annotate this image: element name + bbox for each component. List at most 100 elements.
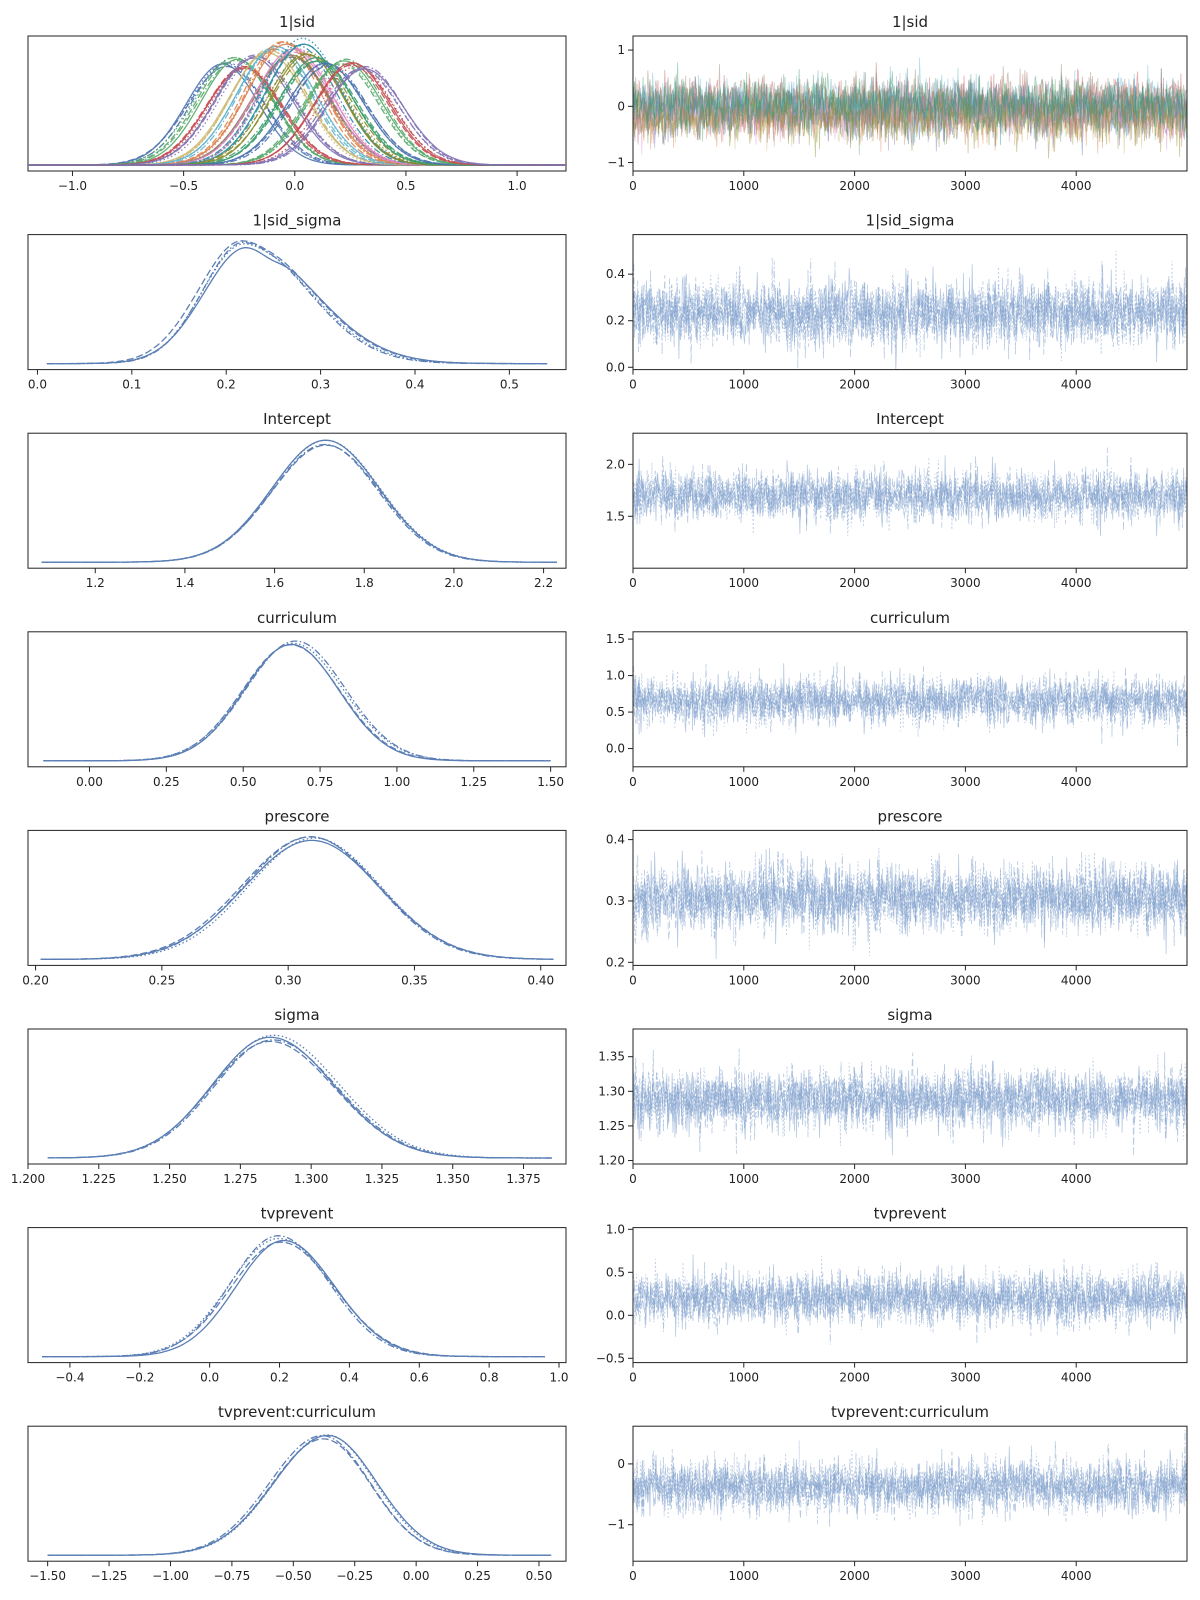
kde-chain-line [28,65,566,166]
trace-chain-line [633,665,1187,747]
y-tick-label: 0.0 [606,1308,625,1322]
y-tick-label: 0.5 [606,1265,625,1279]
x-tick-label: 3000 [950,1172,981,1186]
trace-chain-line [633,662,1187,734]
trace-chain-line [633,1429,1187,1524]
x-tick-label: 2.2 [534,576,553,590]
y-tick-label: 2.0 [606,457,625,471]
trace-chain-line [633,80,1187,152]
x-tick-label: 0 [629,378,637,392]
kde-chain-line [46,240,548,365]
trace-chain-line [633,63,1187,144]
x-tick-label: 0.5 [396,179,415,193]
trace-lines [633,250,1187,370]
x-tick-label: −1.0 [58,179,87,193]
kde-title: prescore [265,807,330,825]
kde-frame [27,1028,567,1165]
kde-title: sigma [274,1006,319,1024]
trace-frame [632,1028,1188,1165]
trace-chain-line [633,80,1187,154]
x-tick-label: 0.30 [275,973,302,987]
y-tick-label: 1.0 [606,1222,625,1236]
x-tick-label: 3000 [950,973,981,987]
kde-chain-line [28,63,566,166]
x-tick-label: 1.325 [365,1172,399,1186]
kde-chain-line [28,62,566,166]
kde-chain-line [28,63,566,166]
trace-title: curriculum [870,609,950,627]
kde-chain-line [46,243,548,365]
trace-panel-1-sid_sigma: 1|sid_sigma 0 1000 2000 3000 4000 0.0 0.2 0.4 [606,212,1188,392]
kde-chain-line [43,643,551,762]
trace-chain-line [633,1441,1187,1527]
kde-chain-line [47,1040,552,1159]
y-tick-label: 0 [617,1457,625,1471]
x-tick-label: 0 [629,179,637,193]
x-tick-label: 0.25 [149,973,176,987]
x-tick-label: 4000 [1061,378,1092,392]
kde-title: 1|sid [279,13,315,31]
trace-chain-line [633,85,1187,159]
trace-chain-line [633,457,1187,536]
x-tick-label: 1000 [729,775,760,789]
kde-chain-line [28,63,566,166]
kde-title: tvprevent:curriculum [218,1403,376,1421]
trace-chain-line [633,257,1187,360]
x-tick-label: −0.25 [336,1569,373,1583]
kde-frame [27,35,567,172]
x-tick-label: −1.00 [152,1569,189,1583]
kde-chain-line [46,241,548,365]
kde-chain-line [46,247,548,365]
kde-chain-line [28,57,566,166]
trace-frame [632,1425,1188,1562]
y-tick-label: 1.20 [598,1154,625,1168]
x-tick-label: 1.200 [11,1172,45,1186]
y-tick-label: 0.2 [606,314,625,328]
trace-chain-line [633,72,1187,155]
trace-frame [632,432,1188,569]
x-tick-label: 1.375 [506,1172,540,1186]
trace-chain-line [633,849,1187,959]
x-tick-label: 1.00 [384,775,411,789]
kde-chain-line [41,444,557,563]
x-tick-label: 0.25 [464,1569,491,1583]
x-tick-label: 0.35 [401,973,428,987]
kde-frame [27,432,567,569]
kde-chain-line [43,642,551,762]
trace-chain-line [633,1262,1187,1345]
x-tick-label: 4000 [1061,973,1092,987]
x-tick-label: 0.00 [403,1569,430,1583]
trace-title: prescore [878,807,943,825]
y-tick-label: 0.0 [606,360,625,374]
kde-chain-line [28,67,566,166]
kde-chain-line [28,68,566,166]
trace-title: 1|sid [892,13,928,31]
kde-chain-line [28,56,566,166]
x-tick-label: 0.75 [307,775,334,789]
kde-chain-line [43,644,551,762]
x-tick-label: −1.50 [29,1569,66,1583]
y-tick-label: 0.5 [606,705,625,719]
kde-chain-line [43,640,551,762]
y-tick-label: 1.35 [598,1050,625,1064]
kde-chain-line [28,54,566,166]
y-tick-label: 1.5 [606,632,625,646]
trace-chain-line [633,250,1187,362]
x-tick-label: 0.0 [200,1371,219,1385]
y-tick-label: 1.25 [598,1119,625,1133]
x-tick-label: 4000 [1061,1569,1092,1583]
trace-title: tvprevent [874,1205,947,1223]
kde-chain-line [28,51,566,166]
trace-frame [632,234,1188,371]
trace-chain-line [633,1258,1187,1344]
trace-panel-curriculum: curriculum 0 1000 2000 3000 4000 0.0 0.5 1.0 1.5 [606,609,1188,789]
x-tick-label: −0.5 [169,179,198,193]
kde-chain-line [47,1039,552,1159]
y-tick-label: 0.4 [606,267,625,281]
trace-chain-line [633,68,1187,156]
kde-title: Intercept [263,410,331,428]
y-tick-label: 0.0 [606,742,625,756]
y-tick-label: 1.0 [606,669,625,683]
x-tick-label: 3000 [950,378,981,392]
y-tick-label: −0.5 [596,1351,625,1365]
